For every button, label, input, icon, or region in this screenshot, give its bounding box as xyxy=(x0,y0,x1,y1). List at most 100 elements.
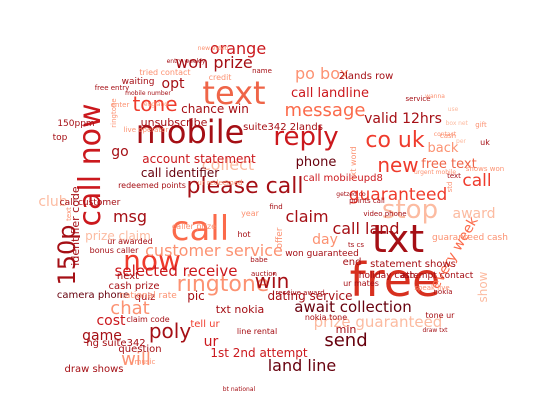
cloud-word-contact: contact xyxy=(434,131,457,138)
cloud-word-po-box: po box xyxy=(295,64,349,83)
cloud-word-name: name xyxy=(252,67,272,75)
cloud-word-hot: hot xyxy=(237,230,250,239)
cloud-word-uk: uk xyxy=(480,138,490,147)
cloud-word-ur-awarded: ur awarded xyxy=(107,237,152,246)
cloud-word-dating-service: dating service xyxy=(267,289,352,303)
cloud-word-guaranteed-cash: guaranteed cash xyxy=(432,233,508,243)
cloud-word-credit: credit xyxy=(209,73,232,82)
cloud-word-speak-live: speak live xyxy=(414,284,449,292)
cloud-word-text: text xyxy=(65,207,73,221)
cloud-word-send: send xyxy=(324,330,367,351)
cloud-word-tell-ur: tell ur xyxy=(190,319,220,330)
cloud-word-message: message xyxy=(285,100,366,121)
cloud-word-entry-weekly: entry weekly xyxy=(167,58,206,65)
cloud-word-won-prize: won prize xyxy=(175,53,253,72)
cloud-word-gift: gift xyxy=(475,121,487,129)
cloud-word-ur-redeemed: ur redeemed xyxy=(197,179,242,187)
cloud-word-150p: 150p xyxy=(53,224,81,285)
cloud-word-tone-ur: tone ur xyxy=(426,311,456,320)
cloud-word-per: per xyxy=(456,138,467,145)
cloud-word-attempt-contact: attempt contact xyxy=(401,271,474,281)
cloud-word-use: use xyxy=(448,106,459,113)
cloud-word-bonus-caller: bonus caller xyxy=(90,246,139,255)
cloud-word-music: music xyxy=(135,358,156,366)
cloud-word-now: now xyxy=(123,244,181,277)
cloud-word-new: new xyxy=(377,153,418,177)
cloud-word-claim: claim xyxy=(285,207,328,226)
cloud-word-identifier-code: identifier code xyxy=(69,186,82,266)
cloud-word-box: box xyxy=(446,120,457,127)
cloud-word-mobile-number: mobile number xyxy=(125,90,171,97)
cloud-word-await-collection: await collection xyxy=(294,298,411,316)
cloud-word-opt: opt xyxy=(162,76,185,92)
cloud-word-selected-receive: selected receive xyxy=(115,262,238,280)
cloud-word-150ppm: 150ppm xyxy=(57,119,94,129)
cloud-word-valid-12hrs: valid 12hrs xyxy=(364,111,442,127)
cloud-word-suite342-2lands: suite342 2lands xyxy=(243,122,323,133)
cloud-word-getzed-co: getzed co xyxy=(336,191,366,198)
cloud-word-ur-mates: ur mates xyxy=(343,279,379,288)
cloud-word-caller-prize: caller prize xyxy=(172,222,216,231)
cloud-word-service: service xyxy=(405,95,430,103)
cloud-word-auction: auction xyxy=(251,270,277,278)
cloud-word-england: england xyxy=(144,101,168,108)
cloud-word-call-mobileupd8: call mobileupd8 xyxy=(303,173,383,184)
cloud-word-year: year xyxy=(241,209,260,218)
cloud-word-claim-code: claim code xyxy=(126,315,169,324)
cloud-word-redeemed-points: redeemed points xyxy=(118,181,186,190)
cloud-word-free-entry: free entry xyxy=(95,84,130,92)
cloud-word-collect: collect xyxy=(202,155,254,174)
cloud-word-next: next xyxy=(117,271,139,282)
cloud-word-bt-national: bt national xyxy=(223,386,256,393)
cloud-word-line-rental: line rental xyxy=(237,327,277,336)
cloud-word-new-video: new video xyxy=(198,45,229,52)
cloud-word-ts-cs: ts cs xyxy=(348,241,364,249)
cloud-word-land-line: land line xyxy=(268,356,337,375)
cloud-word-guaranteed: guaranteed xyxy=(349,185,448,205)
cloud-word-tone: tone xyxy=(132,92,177,116)
cloud-word-nokia-tone: nokia tone xyxy=(305,313,347,322)
cloud-word-enter: enter xyxy=(111,101,130,109)
cloud-word-question: question xyxy=(118,344,161,355)
cloud-word-day: day xyxy=(312,232,338,248)
cloud-word-show: show xyxy=(476,271,490,302)
cloud-word-quiz: quiz xyxy=(135,292,156,303)
cloud-word-back: back xyxy=(428,141,459,156)
cloud-word-call-landline: call landline xyxy=(291,86,369,101)
cloud-word-ringtone: ringtone xyxy=(110,98,118,127)
cloud-word-unsubscribe: unsubscribe xyxy=(141,116,208,129)
cloud-word-customer-service: customer service xyxy=(145,241,283,260)
cloud-word-award: award xyxy=(452,206,495,222)
cloud-word-nokia: nokia xyxy=(433,288,452,296)
cloud-word-txt: txt xyxy=(372,217,424,261)
cloud-word-urgent-mobile: urgent mobile xyxy=(414,169,456,176)
cloud-word-pic: pic xyxy=(187,289,205,303)
cloud-word-call-identifier: call identifier xyxy=(141,166,219,180)
cloud-word-poly: poly xyxy=(149,319,191,343)
cloud-word-stop: stop xyxy=(382,195,438,225)
cloud-word-receive-award: receive award xyxy=(275,289,324,297)
cloud-word-points-call: points call xyxy=(349,197,385,205)
cloud-word-text: text xyxy=(202,74,265,112)
cloud-word-video-phone: video phone xyxy=(363,210,406,218)
cloud-word-std: std xyxy=(446,182,454,193)
cloud-word-call-land: call land xyxy=(332,219,399,238)
cloud-word-txt-word: txt word xyxy=(349,146,358,179)
cloud-word-ringtone: ringtone xyxy=(177,272,270,297)
cloud-word-end: end xyxy=(343,257,362,268)
cloud-word-2lands-row: 2lands row xyxy=(339,71,394,82)
cloud-word-account-statement: account statement xyxy=(142,152,256,166)
cloud-word-national-rate: national rate xyxy=(119,291,177,301)
cloud-word-holiday-cash: holiday cash xyxy=(359,271,415,281)
cloud-word-free: free xyxy=(350,253,441,307)
cloud-word-text: text xyxy=(447,172,461,180)
cloud-word-find: find xyxy=(269,203,282,211)
cloud-word-shows-won: shows won xyxy=(466,165,504,173)
cloud-word-will: will xyxy=(121,349,151,370)
cloud-word-call: call xyxy=(462,171,491,191)
cloud-word-won-guaranteed: won guaranteed xyxy=(285,249,359,259)
cloud-word-go: go xyxy=(111,144,128,160)
cloud-word-waiting: waiting xyxy=(122,77,155,87)
cloud-word-babe: babe xyxy=(250,256,267,264)
